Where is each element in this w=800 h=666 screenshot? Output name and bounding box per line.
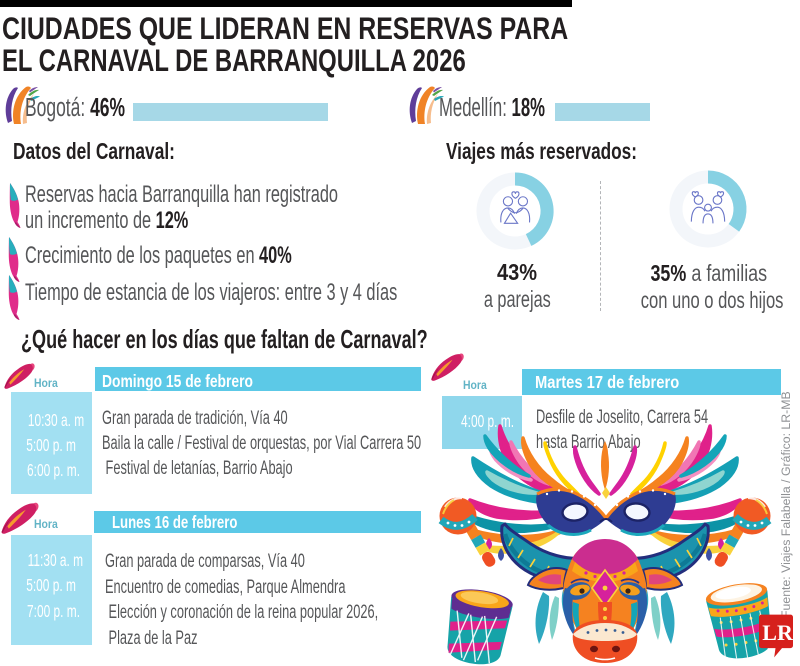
- svg-text:LR: LR: [762, 620, 794, 645]
